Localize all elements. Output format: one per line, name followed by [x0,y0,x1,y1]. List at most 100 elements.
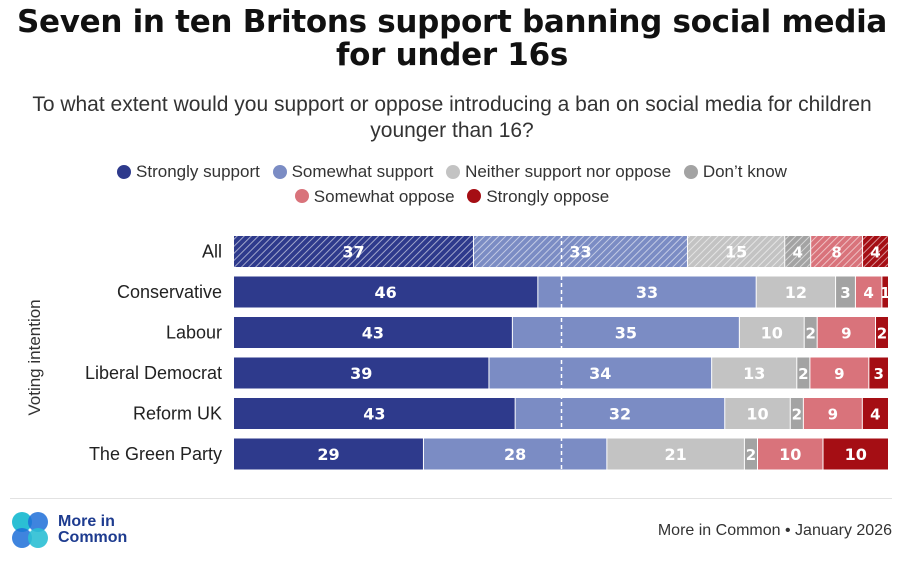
bar-segment [836,276,855,308]
brand-logo: More in Common [10,510,127,550]
legend-label: Strongly support [136,162,260,181]
data-label: 4 [870,406,880,424]
data-label: 4 [870,244,880,262]
legend-swatch [683,164,698,179]
y-axis-title: Voting intention [25,299,44,415]
bar-segment [756,276,836,308]
data-label: 10 [779,445,801,464]
bar-segment-hatch [473,236,687,267]
data-label: 2 [877,325,887,343]
data-label: 9 [828,406,838,424]
data-label: 37 [342,243,364,262]
data-label: 28 [504,445,526,464]
data-label: 2 [746,446,756,464]
legend-item-neither: Neither support nor oppose [446,160,671,183]
bar-segment [739,317,804,348]
data-label: 2 [792,406,802,424]
bar-segment [882,276,888,308]
legend-label: Somewhat support [291,162,434,181]
data-label: 1 [880,284,890,302]
data-label: 3 [873,365,883,383]
bar-segment [607,438,744,470]
data-label: 9 [841,325,851,343]
legend-swatch [117,164,132,179]
source-note: More in Common • January 2026 [657,522,892,539]
bar-segment [234,438,423,470]
category-label: Liberal Democrat [85,363,222,383]
bar-segment [790,398,803,429]
data-label: 12 [785,283,807,302]
legend-item-dont-know: Don’t know [683,160,787,183]
data-label: 46 [375,283,397,302]
category-label: The Green Party [89,444,222,464]
bar-segment [817,317,876,348]
bar-segment [862,398,888,429]
category-label: Labour [166,323,222,343]
brand-line-1: More in [58,513,115,530]
data-label: 10 [746,405,768,424]
data-label: 43 [362,324,384,343]
legend-label: Don’t know [702,162,787,181]
legend-item-strongly-oppose: Strongly oppose [467,185,609,208]
data-label: 33 [636,283,658,302]
bar-segment [234,398,515,429]
data-label: 2 [805,325,815,343]
legend-label: Neither support nor oppose [465,162,672,181]
bar-segment [803,398,862,429]
bar-segment [744,438,757,470]
category-label: Reform UK [133,404,222,424]
bar-segment [234,276,538,308]
bar-segment [823,438,888,470]
bar-segment [712,357,797,389]
legend-item-somewhat-oppose: Somewhat oppose [294,185,455,208]
legend-label: Somewhat oppose [313,186,455,206]
data-label: 4 [863,284,873,302]
data-label: 43 [363,405,385,424]
bar-segment [797,357,810,389]
data-label: 33 [569,243,591,262]
legend-swatch [446,164,461,179]
category-label: Conservative [117,282,222,302]
bar-segment [869,357,888,389]
bar-segment [758,438,823,470]
bar-segment-hatch [687,236,785,267]
data-label: 2 [798,365,808,383]
bar-segment-hatch [785,236,811,267]
data-label: 21 [664,445,686,464]
category-label: All [202,242,222,262]
bar-segment-hatch [863,236,888,267]
data-label: 29 [317,445,339,464]
bar-segment [810,357,869,389]
bar-segment-hatch [234,236,473,267]
brand-line-2: Common [58,529,128,546]
data-label: 35 [615,324,637,343]
bar-segment [876,317,888,348]
bar-segment-hatch [811,236,863,267]
data-label: 10 [845,445,867,464]
bar-segment [234,317,512,348]
data-label: 3 [840,284,850,302]
bar-segment [489,357,712,389]
more-in-common-logo-icon [12,512,48,548]
bar-segment [515,398,725,429]
legend-item-strongly-support: Strongly support [117,160,260,183]
bar-segment [234,357,489,389]
bar-segment [423,438,607,470]
legend-swatch [294,189,309,203]
bar-segment [804,317,817,348]
data-label: 10 [761,324,783,343]
bar-segment [855,276,882,308]
bar-segment [512,317,739,348]
bar-segment [538,276,756,308]
bar-segment [725,398,790,429]
data-label: 39 [350,364,372,383]
data-label: 32 [609,405,631,424]
legend-swatch [467,189,482,203]
legend-item-somewhat-support: Somewhat support [272,160,434,183]
footer-divider [10,498,892,499]
legend: Strongly support Somewhat support Neithe… [0,160,904,209]
chart-subtitle: To what extent would you support or oppo… [32,93,872,142]
data-label: 13 [743,364,765,383]
chart-title: Seven in ten Britons support banning soc… [16,4,888,73]
